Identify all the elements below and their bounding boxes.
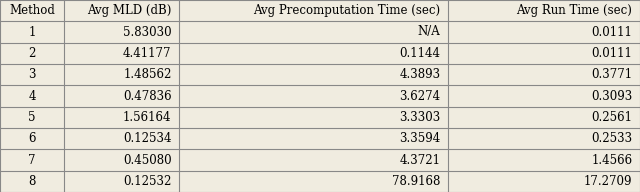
- Text: 4.3893: 4.3893: [399, 68, 440, 81]
- Text: 4: 4: [28, 89, 36, 103]
- Text: Avg Run Time (sec): Avg Run Time (sec): [516, 4, 632, 17]
- Text: Avg Precomputation Time (sec): Avg Precomputation Time (sec): [253, 4, 440, 17]
- Text: 3.6274: 3.6274: [399, 89, 440, 103]
- Text: 3.3303: 3.3303: [399, 111, 440, 124]
- Text: 0.0111: 0.0111: [591, 26, 632, 39]
- Text: 0.0111: 0.0111: [591, 47, 632, 60]
- Text: 0.2533: 0.2533: [591, 132, 632, 145]
- Text: 5: 5: [28, 111, 36, 124]
- Text: N/A: N/A: [417, 26, 440, 39]
- Text: 17.2709: 17.2709: [584, 175, 632, 188]
- Text: 6: 6: [28, 132, 36, 145]
- Text: 0.12534: 0.12534: [123, 132, 172, 145]
- Text: 2: 2: [28, 47, 36, 60]
- Text: 0.3093: 0.3093: [591, 89, 632, 103]
- Text: 0.47836: 0.47836: [123, 89, 172, 103]
- Text: 0.2561: 0.2561: [591, 111, 632, 124]
- Text: 3: 3: [28, 68, 36, 81]
- Text: Method: Method: [9, 4, 55, 17]
- Text: 0.3771: 0.3771: [591, 68, 632, 81]
- Text: 1.56164: 1.56164: [123, 111, 172, 124]
- Text: 7: 7: [28, 153, 36, 166]
- Text: 3.3594: 3.3594: [399, 132, 440, 145]
- Text: 78.9168: 78.9168: [392, 175, 440, 188]
- Text: 0.45080: 0.45080: [123, 153, 172, 166]
- Text: 1.48562: 1.48562: [123, 68, 172, 81]
- Text: 4.3721: 4.3721: [399, 153, 440, 166]
- Text: 1: 1: [28, 26, 36, 39]
- Text: 0.12532: 0.12532: [123, 175, 172, 188]
- Text: 8: 8: [28, 175, 36, 188]
- Text: 5.83030: 5.83030: [123, 26, 172, 39]
- Text: 0.1144: 0.1144: [399, 47, 440, 60]
- Text: 4.41177: 4.41177: [123, 47, 172, 60]
- Text: Avg MLD (dB): Avg MLD (dB): [87, 4, 172, 17]
- Text: 1.4566: 1.4566: [591, 153, 632, 166]
